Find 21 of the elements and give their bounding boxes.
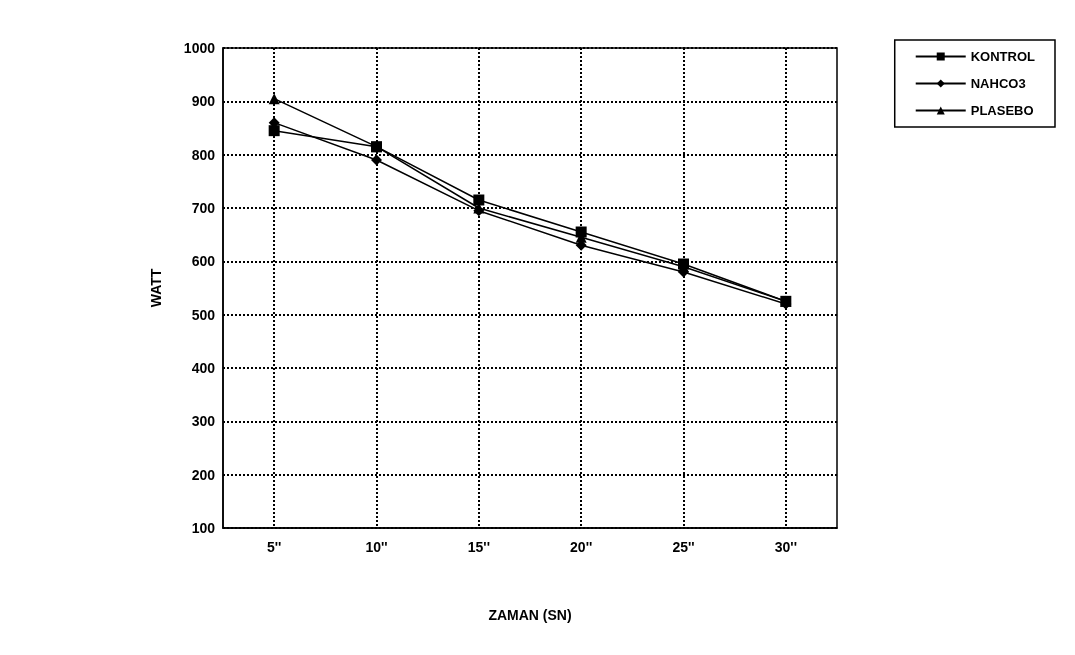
x-tick-label: 30'' bbox=[774, 539, 797, 555]
x-tick-label: 10'' bbox=[365, 539, 388, 555]
x-tick-label: 15'' bbox=[467, 539, 490, 555]
x-axis-title: ZAMAN (SN) bbox=[488, 607, 572, 623]
y-tick-label: 1000 bbox=[183, 40, 216, 56]
y-tick-label: 700 bbox=[191, 200, 216, 216]
y-tick-label: 100 bbox=[191, 520, 216, 536]
y-tick-label: 600 bbox=[191, 253, 216, 270]
legend-label: NAHCO3 bbox=[970, 76, 1026, 91]
y-tick-label: 500 bbox=[191, 306, 216, 323]
x-tick-label: 25'' bbox=[672, 539, 695, 555]
y-tick-label: 300 bbox=[191, 413, 216, 430]
x-tick-label: 5'' bbox=[266, 539, 282, 555]
x-tick-label: 20'' bbox=[570, 539, 593, 555]
y-axis-title: WATT bbox=[148, 268, 164, 308]
legend-label: KONTROL bbox=[970, 49, 1036, 64]
y-tick-label: 800 bbox=[191, 146, 216, 163]
y-tick-label: 400 bbox=[191, 360, 216, 376]
y-tick-label: 900 bbox=[191, 93, 216, 110]
y-tick-label: 200 bbox=[191, 466, 216, 483]
legend-label: PLASEBO bbox=[970, 103, 1034, 118]
